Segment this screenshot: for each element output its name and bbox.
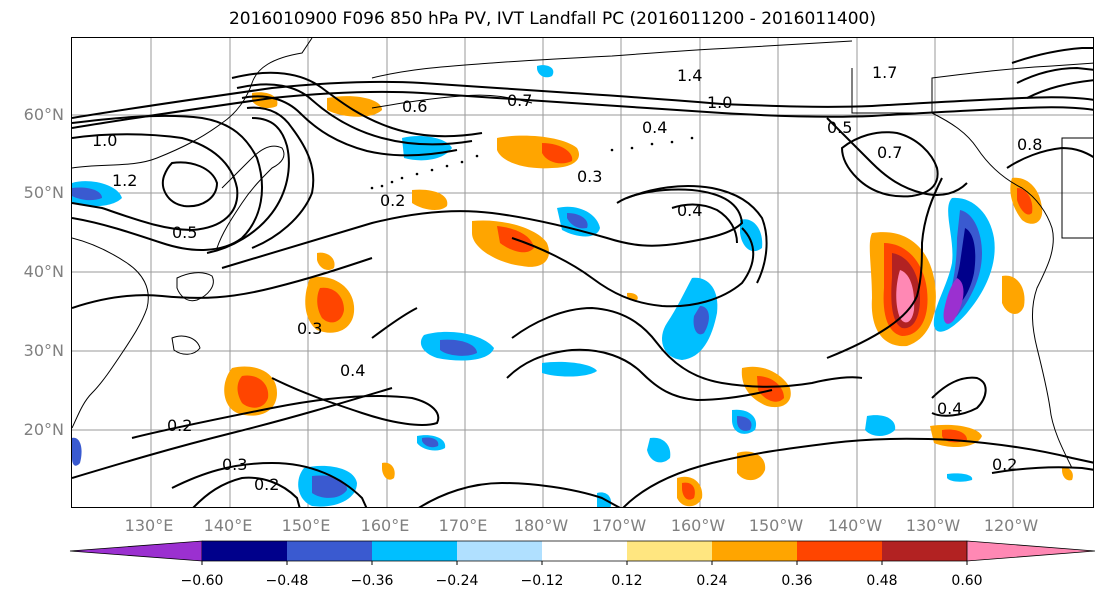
contour-label: 1.7 — [872, 63, 897, 82]
contour-label: 0.7 — [507, 91, 532, 110]
colorbar-segment — [542, 541, 627, 561]
lon-label-140e: 140°E — [203, 516, 253, 535]
lon-label-140w: 140°W — [827, 516, 883, 535]
colorbar-segment — [287, 541, 372, 561]
lon-label-180w: 180°W — [513, 516, 569, 535]
contour-label: 0.8 — [1017, 135, 1042, 154]
contour-label: 0.2 — [380, 191, 405, 210]
colorbar-segment — [372, 541, 457, 561]
contour-label: 0.3 — [297, 319, 322, 338]
figure-title: 2016010900 F096 850 hPa PV, IVT Landfall… — [228, 9, 876, 29]
contour-label: 0.3 — [577, 167, 602, 186]
colorbar-tick-label: −0.36 — [350, 573, 394, 589]
contour-labels: 1.0 1.2 0.5 0.6 0.7 1.4 1.0 0.4 0.5 0.7 … — [92, 63, 1042, 494]
map-panel: 1.0 1.2 0.5 0.6 0.7 1.4 1.0 0.4 0.5 0.7 … — [71, 37, 1094, 508]
colorbar-tick-label: 0.36 — [781, 573, 813, 589]
lon-label-160w: 160°W — [670, 516, 726, 535]
colorbar-tick-label: 0.48 — [866, 573, 898, 589]
colorbar-segment — [202, 541, 287, 561]
contour-label: 1.2 — [112, 171, 137, 190]
lat-label-20n: 20°N — [23, 420, 64, 439]
shading-layer — [72, 65, 1073, 507]
lon-label-170w: 170°W — [591, 516, 647, 535]
colorbar-tick-label: 0.12 — [611, 573, 643, 589]
lat-label-30n: 30°N — [23, 341, 64, 360]
colorbar-segment — [627, 541, 712, 561]
colorbar-tick-label: 0.24 — [696, 573, 728, 589]
colorbar-segment — [712, 541, 797, 561]
colorbar-tick-label: −0.24 — [435, 573, 479, 589]
lat-label-60n: 60°N — [23, 105, 64, 124]
colorbar-segment — [797, 541, 882, 561]
contour-label: 1.0 — [92, 131, 117, 150]
contour-label: 0.7 — [877, 143, 902, 162]
contour-label: 0.4 — [677, 201, 702, 220]
lon-label-120w: 120°W — [983, 516, 1039, 535]
colorbar-segment — [882, 541, 967, 561]
contour-label: 0.4 — [642, 118, 667, 137]
contour-label: 0.5 — [172, 223, 197, 242]
lat-label-50n: 50°N — [23, 183, 64, 202]
contour-label: 0.2 — [992, 455, 1017, 474]
colorbar-segment — [457, 541, 542, 561]
colorbar-tick-label: 0.60 — [951, 573, 983, 589]
colorbar-ticks — [201, 561, 968, 565]
lon-label-130e: 130°E — [124, 516, 174, 535]
colorbar-tick-label: −0.12 — [520, 573, 564, 589]
aleutian-islands — [370, 136, 694, 190]
lon-label-150e: 150°E — [281, 516, 331, 535]
colorbar-segment — [966, 540, 1096, 562]
pv-contours — [72, 47, 1093, 507]
colorbar — [69, 540, 1096, 565]
contour-label: 0.3 — [222, 455, 247, 474]
lon-label-170e: 170°E — [438, 516, 488, 535]
contour-label: 0.5 — [827, 118, 852, 137]
colorbar-tick-label: −0.60 — [180, 573, 224, 589]
contour-label: 0.2 — [167, 416, 192, 435]
lon-label-150w: 150°W — [748, 516, 804, 535]
lon-label-130w: 130°W — [905, 516, 961, 535]
contour-label: 1.0 — [707, 93, 732, 112]
lat-label-40n: 40°N — [23, 262, 64, 281]
colorbar-tick-label: −0.48 — [265, 573, 309, 589]
lon-label-160e: 160°E — [360, 516, 410, 535]
contour-label: 0.4 — [937, 399, 962, 418]
contour-label: 0.4 — [340, 361, 365, 380]
colorbar-segment — [69, 540, 203, 562]
contour-label: 0.6 — [402, 97, 427, 116]
contour-label: 0.2 — [254, 475, 279, 494]
map-svg: 1.0 1.2 0.5 0.6 0.7 1.4 1.0 0.4 0.5 0.7 … — [72, 38, 1093, 507]
contour-label: 1.4 — [677, 66, 702, 85]
